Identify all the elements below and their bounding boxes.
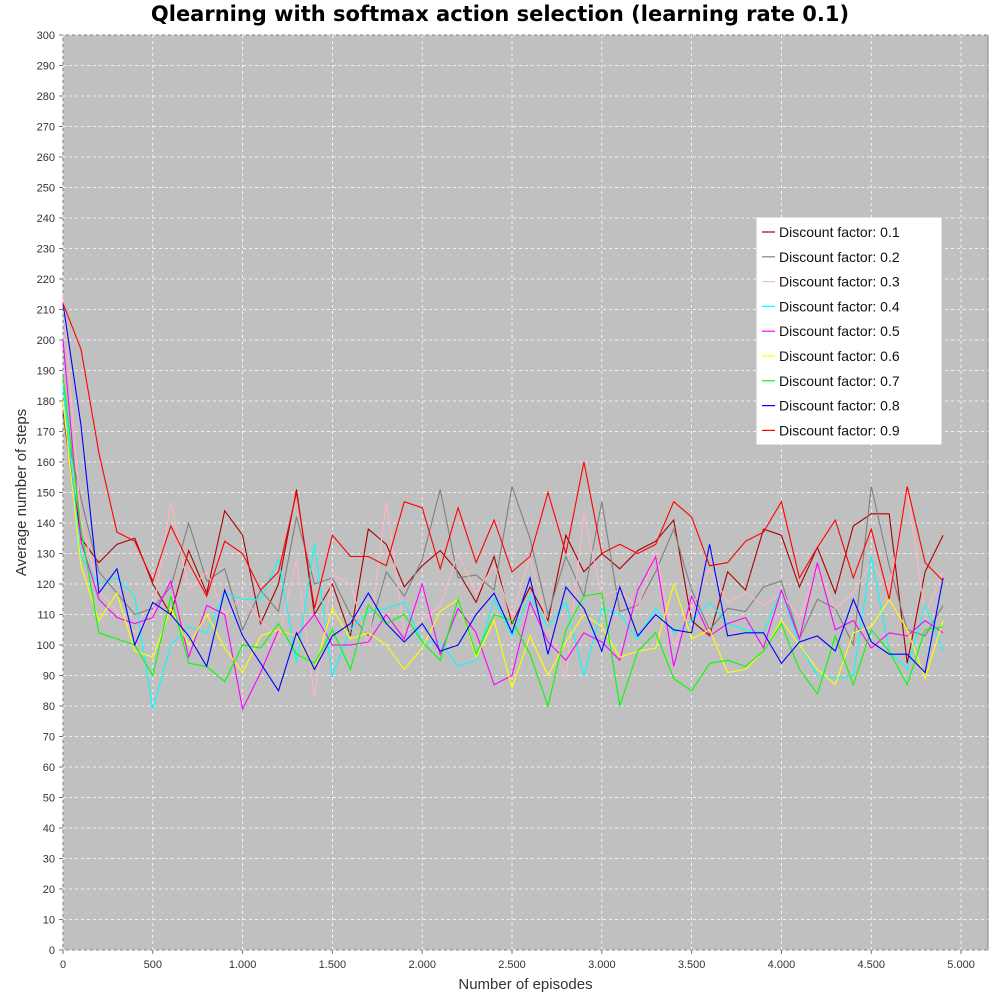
legend-item: Discount factor: 0.7 xyxy=(762,373,900,389)
chart-title: Qlearning with softmax action selection … xyxy=(150,2,850,26)
legend-label: Discount factor: 0.7 xyxy=(779,373,900,389)
legend-item: Discount factor: 0.3 xyxy=(762,274,900,290)
y-tick-label: 50 xyxy=(43,793,55,805)
y-tick-label: 250 xyxy=(37,183,55,195)
y-tick-label: 170 xyxy=(37,427,55,439)
y-tick-label: 230 xyxy=(37,244,55,256)
y-tick-label: 120 xyxy=(37,579,55,591)
series-group xyxy=(62,294,944,711)
y-tick-label: 290 xyxy=(37,61,55,73)
y-tick-label: 300 xyxy=(37,30,55,42)
x-tick-label: 3.000 xyxy=(588,959,616,971)
legend-label: Discount factor: 0.1 xyxy=(779,224,900,240)
x-tick-label: 0 xyxy=(60,959,66,971)
legend-label: Discount factor: 0.9 xyxy=(779,422,900,438)
series-line-9 xyxy=(62,303,944,609)
y-tick-label: 160 xyxy=(37,457,55,469)
y-tick-label: 0 xyxy=(49,945,55,957)
y-tick-label: 150 xyxy=(37,488,55,500)
legend-item: Discount factor: 0.5 xyxy=(762,323,900,339)
x-axis-label: Number of episodes xyxy=(458,976,592,993)
y-tick-label: 180 xyxy=(37,396,55,408)
y-tick-label: 240 xyxy=(37,213,55,225)
legend: Discount factor: 0.1 Discount factor: 0.2… xyxy=(756,217,942,445)
legend-item: Discount factor: 0.6 xyxy=(762,348,900,364)
series-line-5 xyxy=(62,339,944,711)
y-tick-label: 30 xyxy=(43,854,55,866)
y-tick-label: 220 xyxy=(37,274,55,286)
y-tick-label: 60 xyxy=(43,762,55,774)
y-tick-label: 90 xyxy=(43,671,55,683)
y-tick-label: 20 xyxy=(43,884,55,896)
x-tick-label: 4.000 xyxy=(768,959,796,971)
x-tick-label: 5.000 xyxy=(947,959,975,971)
series-line-7 xyxy=(62,376,944,708)
y-tick-label: 140 xyxy=(37,518,55,530)
y-tick-label: 110 xyxy=(37,610,55,622)
x-tick-label: 500 xyxy=(144,959,162,971)
y-tick-label: 270 xyxy=(37,122,55,134)
y-tick-label: 260 xyxy=(37,152,55,164)
y-tick-label: 190 xyxy=(37,366,55,378)
y-tick-label: 40 xyxy=(43,823,55,835)
y-tick-label: 100 xyxy=(37,640,55,652)
x-tick-label: 1.500 xyxy=(319,959,347,971)
x-tick-label: 2.500 xyxy=(498,959,526,971)
y-tick-label: 200 xyxy=(37,335,55,347)
legend-label: Discount factor: 0.8 xyxy=(779,398,900,414)
series-line-8 xyxy=(62,303,944,693)
legend-label: Discount factor: 0.4 xyxy=(779,298,900,314)
legend-label: Discount factor: 0.2 xyxy=(779,249,900,265)
legend-label: Discount factor: 0.3 xyxy=(779,274,900,290)
y-tick-label: 10 xyxy=(43,915,55,927)
legend-label: Discount factor: 0.5 xyxy=(779,323,900,339)
series-line-6 xyxy=(62,400,944,690)
legend-label: Discount factor: 0.6 xyxy=(779,348,900,364)
y-tick-label: 210 xyxy=(37,305,55,317)
x-tick-label: 4.500 xyxy=(857,959,885,971)
y-tick-label: 80 xyxy=(43,701,55,713)
y-axis-label: Average number of steps xyxy=(13,409,30,576)
legend-box xyxy=(756,217,942,445)
legend-item: Discount factor: 0.1 xyxy=(762,224,900,240)
y-tick-label: 70 xyxy=(43,732,55,744)
x-tick-label: 2.000 xyxy=(408,959,436,971)
x-tick-label: 3.500 xyxy=(678,959,706,971)
y-tick-label: 130 xyxy=(37,549,55,561)
axes: 0 10 20 30 40 50 60 70 80 90 100 110 120 130 140 150 160… xyxy=(37,30,975,971)
series-line-3 xyxy=(62,294,944,697)
legend-item: Discount factor: 0.9 xyxy=(762,422,900,438)
x-tick-label: 1.000 xyxy=(229,959,257,971)
grid xyxy=(62,34,988,951)
legend-item: Discount factor: 0.4 xyxy=(762,298,900,314)
legend-item: Discount factor: 0.8 xyxy=(762,398,900,414)
y-tick-label: 280 xyxy=(37,91,55,103)
legend-item: Discount factor: 0.2 xyxy=(762,249,900,265)
